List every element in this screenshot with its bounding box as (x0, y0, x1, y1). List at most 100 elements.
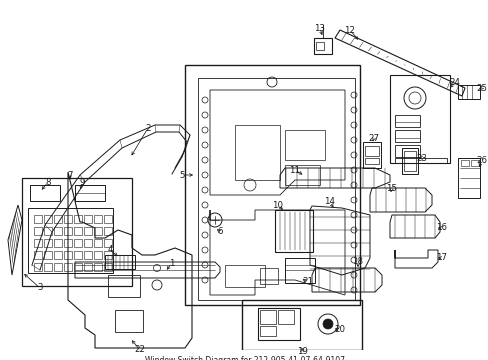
Text: 15: 15 (386, 184, 397, 193)
Bar (84, 239, 92, 247)
Bar (94, 251, 102, 259)
Text: 1: 1 (169, 258, 174, 267)
Bar (74, 263, 82, 271)
Text: 7: 7 (67, 171, 73, 180)
Text: 11: 11 (289, 166, 300, 175)
Text: 9: 9 (79, 177, 84, 186)
Text: 25: 25 (475, 84, 487, 93)
Bar (28, 208, 113, 273)
Bar (54, 239, 62, 247)
Bar (44, 239, 52, 247)
Bar (34, 263, 42, 271)
Bar (104, 227, 112, 235)
Bar (460, 160, 468, 166)
Bar (105, 255, 135, 269)
Bar (22, 178, 132, 286)
Bar (235, 125, 280, 180)
Bar (34, 227, 42, 235)
Bar (104, 215, 112, 223)
Bar (403, 151, 415, 171)
Bar (44, 215, 52, 223)
Bar (394, 158, 446, 163)
Bar (470, 160, 478, 166)
Bar (184, 65, 359, 305)
Bar (260, 310, 275, 324)
Bar (84, 227, 92, 235)
Text: 19: 19 (296, 347, 307, 356)
Bar (74, 251, 82, 259)
Bar (64, 251, 72, 259)
Bar (285, 258, 314, 283)
Text: 14: 14 (324, 198, 335, 207)
Bar (54, 215, 62, 223)
Text: 24: 24 (448, 77, 460, 86)
Bar (389, 75, 449, 163)
Bar (94, 215, 102, 223)
Bar (104, 251, 112, 259)
Bar (274, 210, 312, 252)
Bar (84, 251, 92, 259)
Bar (84, 215, 92, 223)
Bar (457, 158, 479, 198)
Bar (104, 239, 112, 247)
Bar (34, 251, 42, 259)
Bar (64, 263, 72, 271)
Text: 12: 12 (344, 26, 355, 35)
Bar (94, 227, 102, 235)
Text: 23: 23 (416, 153, 427, 162)
Text: 16: 16 (436, 224, 447, 233)
Text: 22: 22 (134, 346, 145, 355)
Bar (278, 310, 293, 324)
Bar (64, 227, 72, 235)
Text: Window Switch Diagram for 212-905-41-07-64-9107: Window Switch Diagram for 212-905-41-07-… (145, 356, 345, 360)
Bar (258, 308, 299, 340)
Bar (44, 251, 52, 259)
Bar (30, 185, 60, 201)
Bar (242, 300, 361, 350)
Bar (44, 263, 52, 271)
Bar (285, 165, 319, 185)
Bar (74, 215, 82, 223)
Bar (457, 85, 479, 99)
Bar (108, 275, 140, 297)
Bar (54, 263, 62, 271)
Bar (394, 115, 419, 127)
Circle shape (323, 319, 332, 329)
Bar (94, 239, 102, 247)
Bar (74, 239, 82, 247)
Text: 20: 20 (334, 325, 345, 334)
Text: 8: 8 (45, 177, 51, 186)
Text: 2: 2 (145, 123, 150, 132)
Bar (54, 251, 62, 259)
Bar (84, 263, 92, 271)
Text: 5: 5 (179, 171, 184, 180)
Bar (260, 268, 278, 284)
Text: 18: 18 (352, 257, 363, 266)
Bar (74, 227, 82, 235)
Bar (54, 227, 62, 235)
Text: 10: 10 (272, 201, 283, 210)
Text: 6: 6 (217, 228, 223, 237)
Text: 17: 17 (436, 253, 447, 262)
Bar (364, 158, 378, 164)
Bar (315, 42, 324, 50)
Bar (362, 142, 380, 168)
Bar (401, 148, 417, 174)
Bar (394, 145, 419, 157)
Bar (260, 326, 275, 336)
Text: 3: 3 (37, 284, 42, 292)
Text: 21: 21 (302, 278, 313, 287)
Bar (104, 263, 112, 271)
Text: 27: 27 (368, 134, 379, 143)
Bar (64, 239, 72, 247)
Bar (34, 239, 42, 247)
Bar (364, 146, 378, 156)
Text: 4: 4 (107, 246, 113, 255)
Bar (94, 263, 102, 271)
Text: 26: 26 (475, 156, 487, 165)
Text: 13: 13 (314, 23, 325, 32)
Bar (75, 185, 105, 201)
Bar (394, 130, 419, 142)
Bar (44, 227, 52, 235)
Bar (198, 78, 354, 300)
